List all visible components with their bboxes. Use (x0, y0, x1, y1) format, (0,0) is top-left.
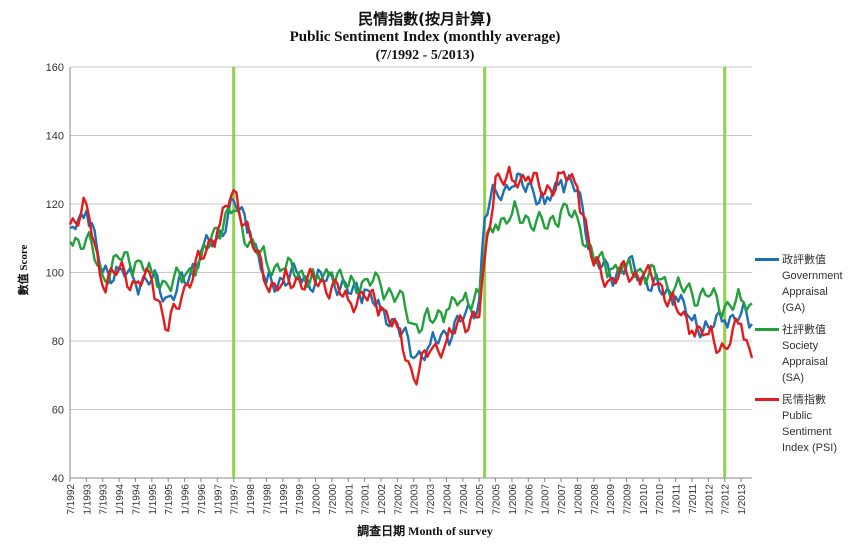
x-tick-label: 1/2003 (410, 484, 421, 515)
x-tick-label: 1/2010 (639, 484, 650, 515)
x-tick-label: 1/2006 (508, 484, 519, 515)
x-tick-label: 1/2005 (475, 484, 486, 515)
legend-label-sa: 社評數值 Society Appraisal (SA) (782, 324, 828, 384)
x-tick-label: 7/1994 (131, 484, 142, 515)
x-tick-label: 7/1996 (197, 484, 208, 515)
legend-label-psi: 民情指數 Public Sentiment Index (PSI) (782, 394, 838, 454)
x-tick-label: 7/2001 (361, 484, 372, 515)
x-tick-label: 7/2006 (524, 484, 535, 515)
x-tick-label: 7/1999 (295, 484, 306, 515)
legend-item-ga: 政評數值 Government Appraisal (GA) (755, 252, 850, 316)
x-tick-label: 7/2011 (688, 484, 699, 514)
y-tick-label: 100 (46, 268, 64, 280)
x-tick-label: 1/1993 (82, 484, 93, 515)
series-line-psi (68, 165, 754, 386)
x-tick-label: 7/2003 (426, 484, 437, 515)
x-tick-label: 7/2012 (721, 484, 732, 515)
x-tick-label: 7/2007 (557, 484, 568, 515)
x-tick-label: 7/2005 (492, 484, 503, 515)
series-line-sa (69, 200, 753, 334)
x-tick-label: 7/1992 (66, 484, 77, 515)
x-tick-label: 1/2011 (672, 484, 683, 514)
x-tick-label: 1/2007 (541, 484, 552, 515)
x-tick-label: 7/2004 (459, 484, 470, 515)
x-tick-label: 1/2000 (312, 484, 323, 515)
y-tick-label: 140 (46, 131, 64, 143)
y-tick-label: 160 (46, 62, 64, 74)
x-tick-label: 1/2001 (344, 484, 355, 515)
x-tick-label: 1/2004 (442, 484, 453, 515)
x-tick-label: 7/2002 (393, 484, 404, 515)
y-tick-label: 60 (52, 405, 64, 417)
legend-label-ga: 政評數值 Government Appraisal (GA) (782, 254, 843, 314)
x-tick-label: 1/1997 (213, 484, 224, 515)
x-axis-label: 調查日期 Month of survey (357, 524, 493, 538)
x-tick-label: 7/2000 (328, 484, 339, 515)
x-tick-label: 1/2002 (377, 484, 388, 515)
chart-subtitle: Public Sentiment Index (monthly average) (289, 29, 561, 45)
x-tick-label: 1/1999 (279, 484, 290, 515)
x-tick-label: 7/1995 (164, 484, 175, 515)
y-axis-label: 數值 Score (18, 244, 30, 296)
x-tick-label: 1/1995 (148, 484, 159, 515)
x-tick-label: 7/2010 (655, 484, 666, 515)
legend-swatch-psi (755, 398, 779, 401)
legend-swatch-sa (755, 328, 779, 331)
legend-item-psi: 民情指數 Public Sentiment Index (PSI) (755, 392, 850, 456)
x-tick-label: 1/2013 (737, 484, 748, 515)
x-tick-label: 7/2009 (623, 484, 634, 515)
chart-period: (7/1992 - 5/2013) (375, 48, 475, 63)
y-tick-label: 40 (52, 473, 64, 485)
x-tick-label: 1/2012 (704, 484, 715, 515)
x-tick-label: 1/1996 (181, 484, 192, 515)
legend: 政評數值 Government Appraisal (GA) 社評數值 Soci… (755, 252, 850, 462)
x-tick-label: 1/2009 (606, 484, 617, 515)
y-tick-label: 120 (46, 199, 64, 211)
x-tick-label: 7/1997 (230, 484, 241, 515)
legend-item-sa: 社評數值 Society Appraisal (SA) (755, 322, 850, 386)
chart-title: 民情指數(按月計算) (358, 10, 492, 28)
x-tick-label: 7/2008 (590, 484, 601, 515)
x-tick-label: 7/1993 (99, 484, 110, 515)
x-tick-label: 1/1994 (115, 484, 126, 515)
y-tick-label: 80 (52, 336, 64, 348)
x-tick-label: 1/1998 (246, 484, 257, 515)
legend-swatch-ga (755, 258, 779, 261)
x-tick-label: 7/1998 (262, 484, 273, 515)
x-tick-label: 1/2008 (573, 484, 584, 515)
